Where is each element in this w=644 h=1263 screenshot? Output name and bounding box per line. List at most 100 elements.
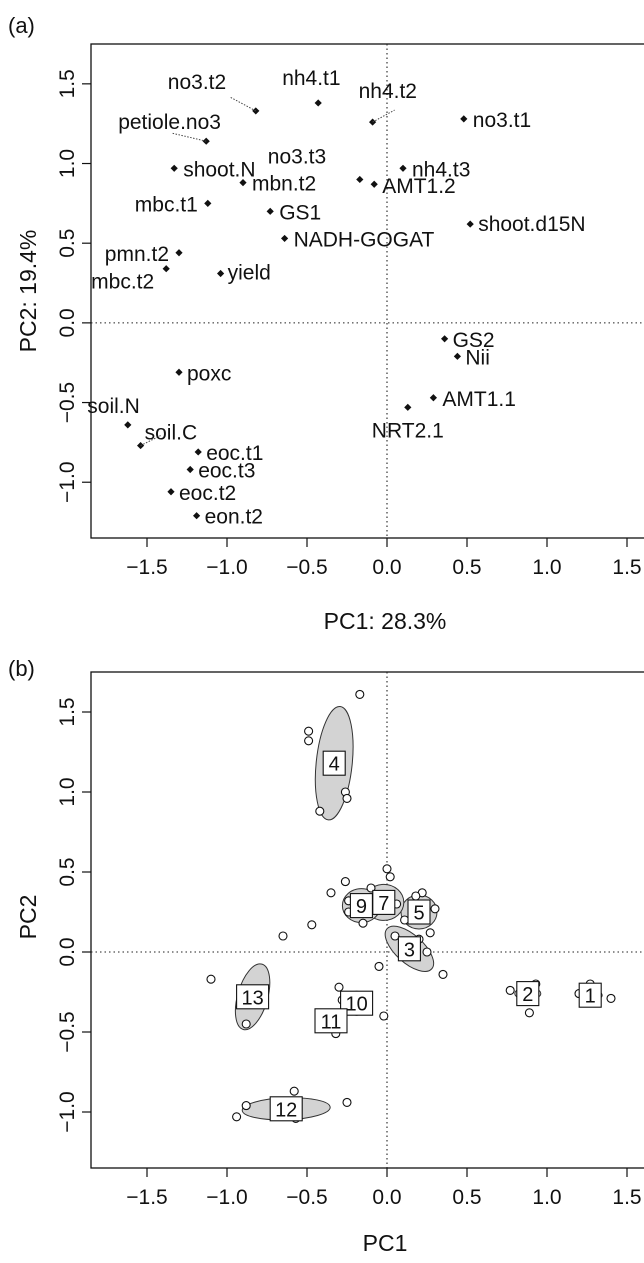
group-label-box: [407, 899, 431, 925]
a-x-tick-label: 0.0: [372, 556, 401, 579]
point-label: nh4.t2: [359, 80, 417, 103]
group-label: 13: [241, 987, 263, 1009]
panel-a-point-labels: no3.t2 nh4.t1 nh4.t2 no3.t1 petiole.no3 shoot…: [87, 67, 585, 529]
sample-point: [358, 918, 368, 928]
group-label: 12: [275, 1099, 297, 1121]
point-marker: [370, 180, 378, 188]
point-label: no3.t1: [473, 109, 531, 132]
sample-point: [505, 985, 515, 995]
point-marker: [204, 199, 212, 207]
group-label-box: [322, 750, 346, 776]
point-marker: [193, 512, 201, 520]
point-label: AMT1.2: [382, 175, 456, 198]
point-marker: [170, 164, 178, 172]
sample-point: [382, 864, 392, 874]
panel-a-plot-frame: [90, 43, 644, 539]
sample-point: [400, 915, 410, 925]
panel-a: (a) no3.t2 nh4.t1 nh4.t2 no3.t1 petiole.no3 s…: [8, 13, 644, 634]
point-marker: [466, 220, 474, 228]
panel-a-reference-lines: [91, 44, 644, 538]
point-marker: [162, 265, 170, 273]
sample-point: [241, 1101, 251, 1111]
sample-point: [304, 736, 314, 746]
a-x-tick-label: −1.0: [206, 556, 247, 579]
b-y-tick-label: 1.0: [56, 777, 79, 806]
sample-point: [379, 1011, 389, 1021]
sample-point: [334, 982, 344, 992]
group-label: 3: [404, 939, 415, 961]
panel-b-y-ticks: −1.0 −0.5 0.0 0.5 1.0 1.5: [56, 697, 91, 1133]
sample-point: [342, 1097, 352, 1107]
sample-point: [289, 1086, 299, 1096]
panel-a-x-ticks: −1.5 −1.0 −0.5 0.0 0.5 1.0 1.5: [126, 538, 642, 579]
point-marker: [186, 465, 194, 474]
point-marker: [429, 394, 437, 402]
group-label: 10: [345, 994, 367, 1016]
point-marker: [194, 448, 202, 456]
point-label: eoc.t1: [206, 442, 263, 465]
panel-b-x-ticks: −1.5 −1.0 −0.5 0.0 0.5 1.0 1.5: [126, 1168, 642, 1209]
group-label: 11: [321, 1011, 342, 1033]
point-label: nh4.t3: [412, 158, 470, 181]
point-label: poxc: [187, 362, 231, 385]
sample-point: [524, 1008, 534, 1018]
panel-b-y-axis-label: PC2: [15, 895, 41, 940]
sample-point: [438, 969, 448, 979]
a-y-tick-label: 1.5: [56, 69, 79, 98]
point-label: pmn.t2: [105, 243, 169, 266]
group-label: 2: [522, 984, 533, 1006]
sample-point: [425, 928, 435, 938]
panel-a-y-axis-label: PC2: 19.4%: [15, 230, 41, 353]
a-y-tick-label: −1.0: [56, 461, 79, 502]
point-marker: [167, 488, 175, 496]
b-x-tick-label: −1.0: [206, 1186, 247, 1209]
point-label: mbc.t1: [135, 193, 198, 216]
panel-a-y-ticks: −1.0 −0.5 0.0 0.5 1.0 1.5: [56, 69, 91, 503]
point-label: NRT2.1: [372, 419, 444, 442]
a-x-tick-label: 1.5: [612, 556, 641, 579]
sample-point: [307, 920, 317, 930]
panel-a-leader-lines: [140, 96, 395, 447]
panel-b-tag: (b): [8, 656, 35, 681]
point-label: soil.C: [145, 422, 198, 445]
point-label: yield: [228, 261, 271, 284]
sample-point: [390, 931, 400, 941]
point-label: AMT1.1: [442, 388, 516, 411]
b-y-tick-label: −1.0: [56, 1091, 79, 1132]
point-marker: [266, 207, 274, 215]
point-marker: [124, 421, 132, 429]
sample-point: [232, 1112, 242, 1122]
sample-point: [422, 947, 432, 957]
point-label: no3.t3: [268, 145, 326, 168]
sample-point: [411, 891, 421, 901]
point-label: eoc.t3: [198, 459, 255, 482]
sample-point: [278, 931, 288, 941]
point-label: petiole.no3: [118, 111, 221, 134]
panel-a-tag: (a): [8, 13, 35, 38]
a-y-tick-label: −0.5: [56, 382, 79, 423]
a-y-tick-label: 1.0: [56, 149, 79, 178]
point-label: soil.N: [87, 395, 140, 418]
point-label: mbn.t2: [252, 173, 316, 196]
sample-point: [355, 689, 365, 699]
point-marker: [239, 179, 247, 187]
group-label: 4: [329, 754, 340, 776]
group-label-box: [349, 893, 373, 919]
group-label-box: [269, 1096, 303, 1122]
panel-a-x-axis-label: PC1: 28.3%: [324, 608, 447, 634]
point-marker: [202, 137, 210, 145]
a-x-tick-label: 0.5: [452, 556, 481, 579]
group-label-box: [314, 1008, 348, 1034]
sample-point: [304, 726, 314, 736]
b-y-tick-label: 1.5: [56, 697, 79, 726]
point-label: shoot.d15N: [478, 213, 585, 236]
group-label: 5: [413, 903, 424, 925]
point-label: Nii: [465, 346, 490, 369]
b-y-tick-label: −0.5: [56, 1011, 79, 1052]
b-x-tick-label: 0.0: [372, 1186, 401, 1209]
group-label-box: [236, 984, 270, 1010]
point-label: NADH-GOGAT: [294, 228, 435, 251]
panel-b-x-axis-label: PC1: [363, 1230, 408, 1256]
